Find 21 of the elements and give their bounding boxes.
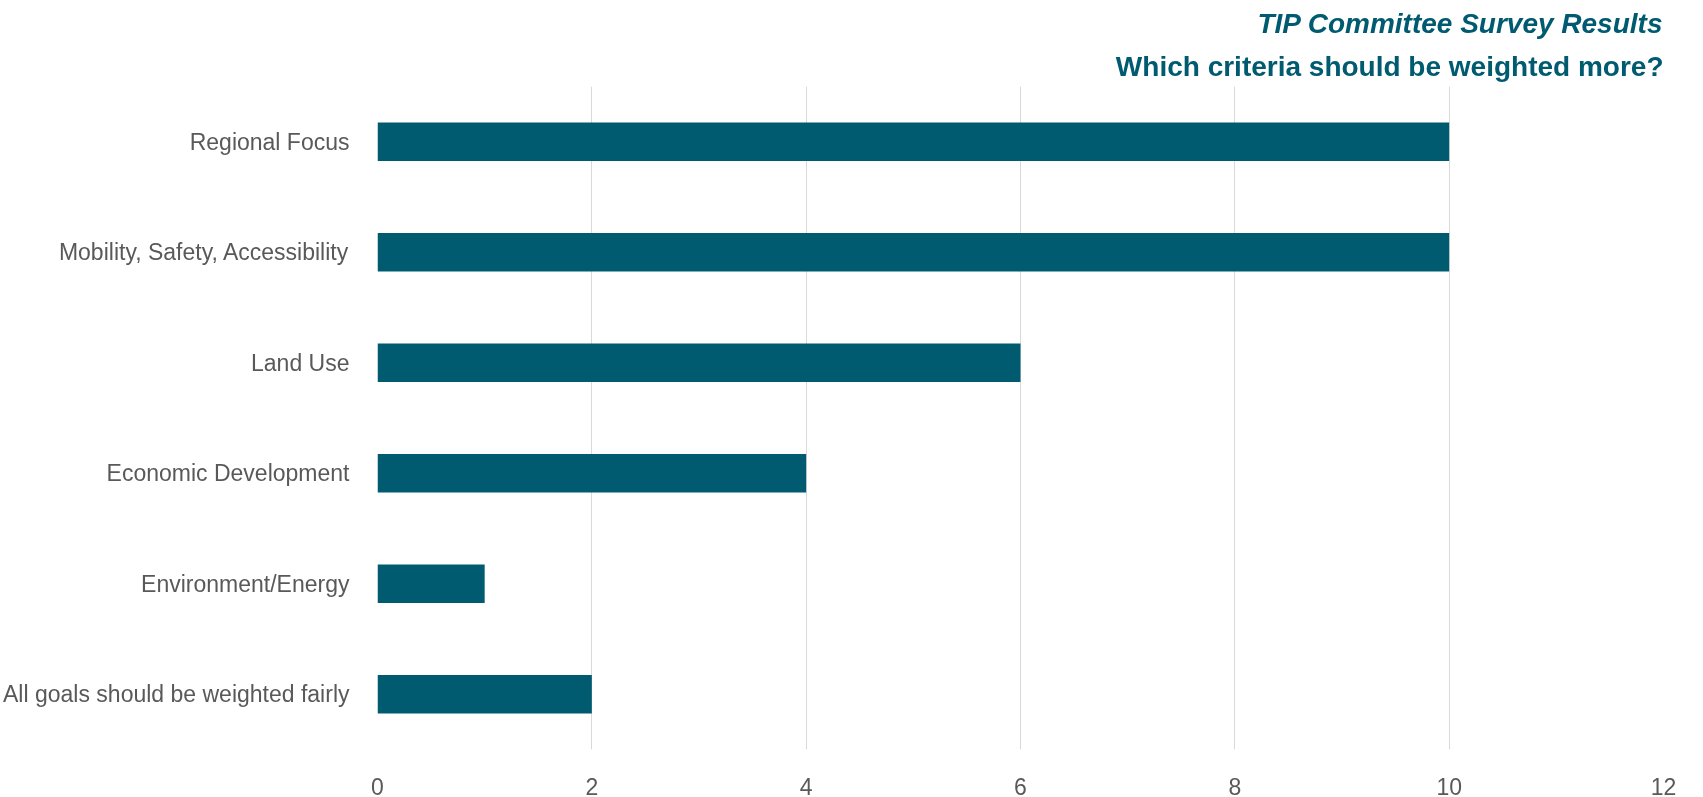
y-tick-label: Economic Development [106, 460, 351, 487]
bar [377, 232, 1450, 272]
bar [377, 674, 592, 714]
x-tick-label: 12 [1650, 773, 1677, 797]
chart-subtitle: Which criteria should be weighted more? [1115, 50, 1664, 82]
y-tick-label: Regional Focus [189, 128, 350, 155]
x-tick-label: 10 [1436, 773, 1462, 797]
x-tick-label: 0 [371, 773, 384, 797]
y-tick-label: Land Use [251, 349, 350, 376]
x-tick-label: 6 [1014, 773, 1027, 797]
x-tick-label: 2 [585, 773, 599, 797]
y-tick-label: Environment/Energy [141, 570, 350, 597]
chart-title: TIP Committee Survey Results [1257, 7, 1663, 39]
bar [377, 564, 485, 604]
bar [377, 453, 807, 493]
bar [377, 122, 1450, 162]
x-tick-label: 8 [1228, 773, 1242, 797]
bar [377, 343, 1021, 383]
y-tick-label: Mobility, Safety, Accessibility [58, 239, 349, 266]
x-tick-label: 4 [799, 773, 813, 797]
y-tick-label: All goals should be weighted fairly [3, 681, 350, 708]
